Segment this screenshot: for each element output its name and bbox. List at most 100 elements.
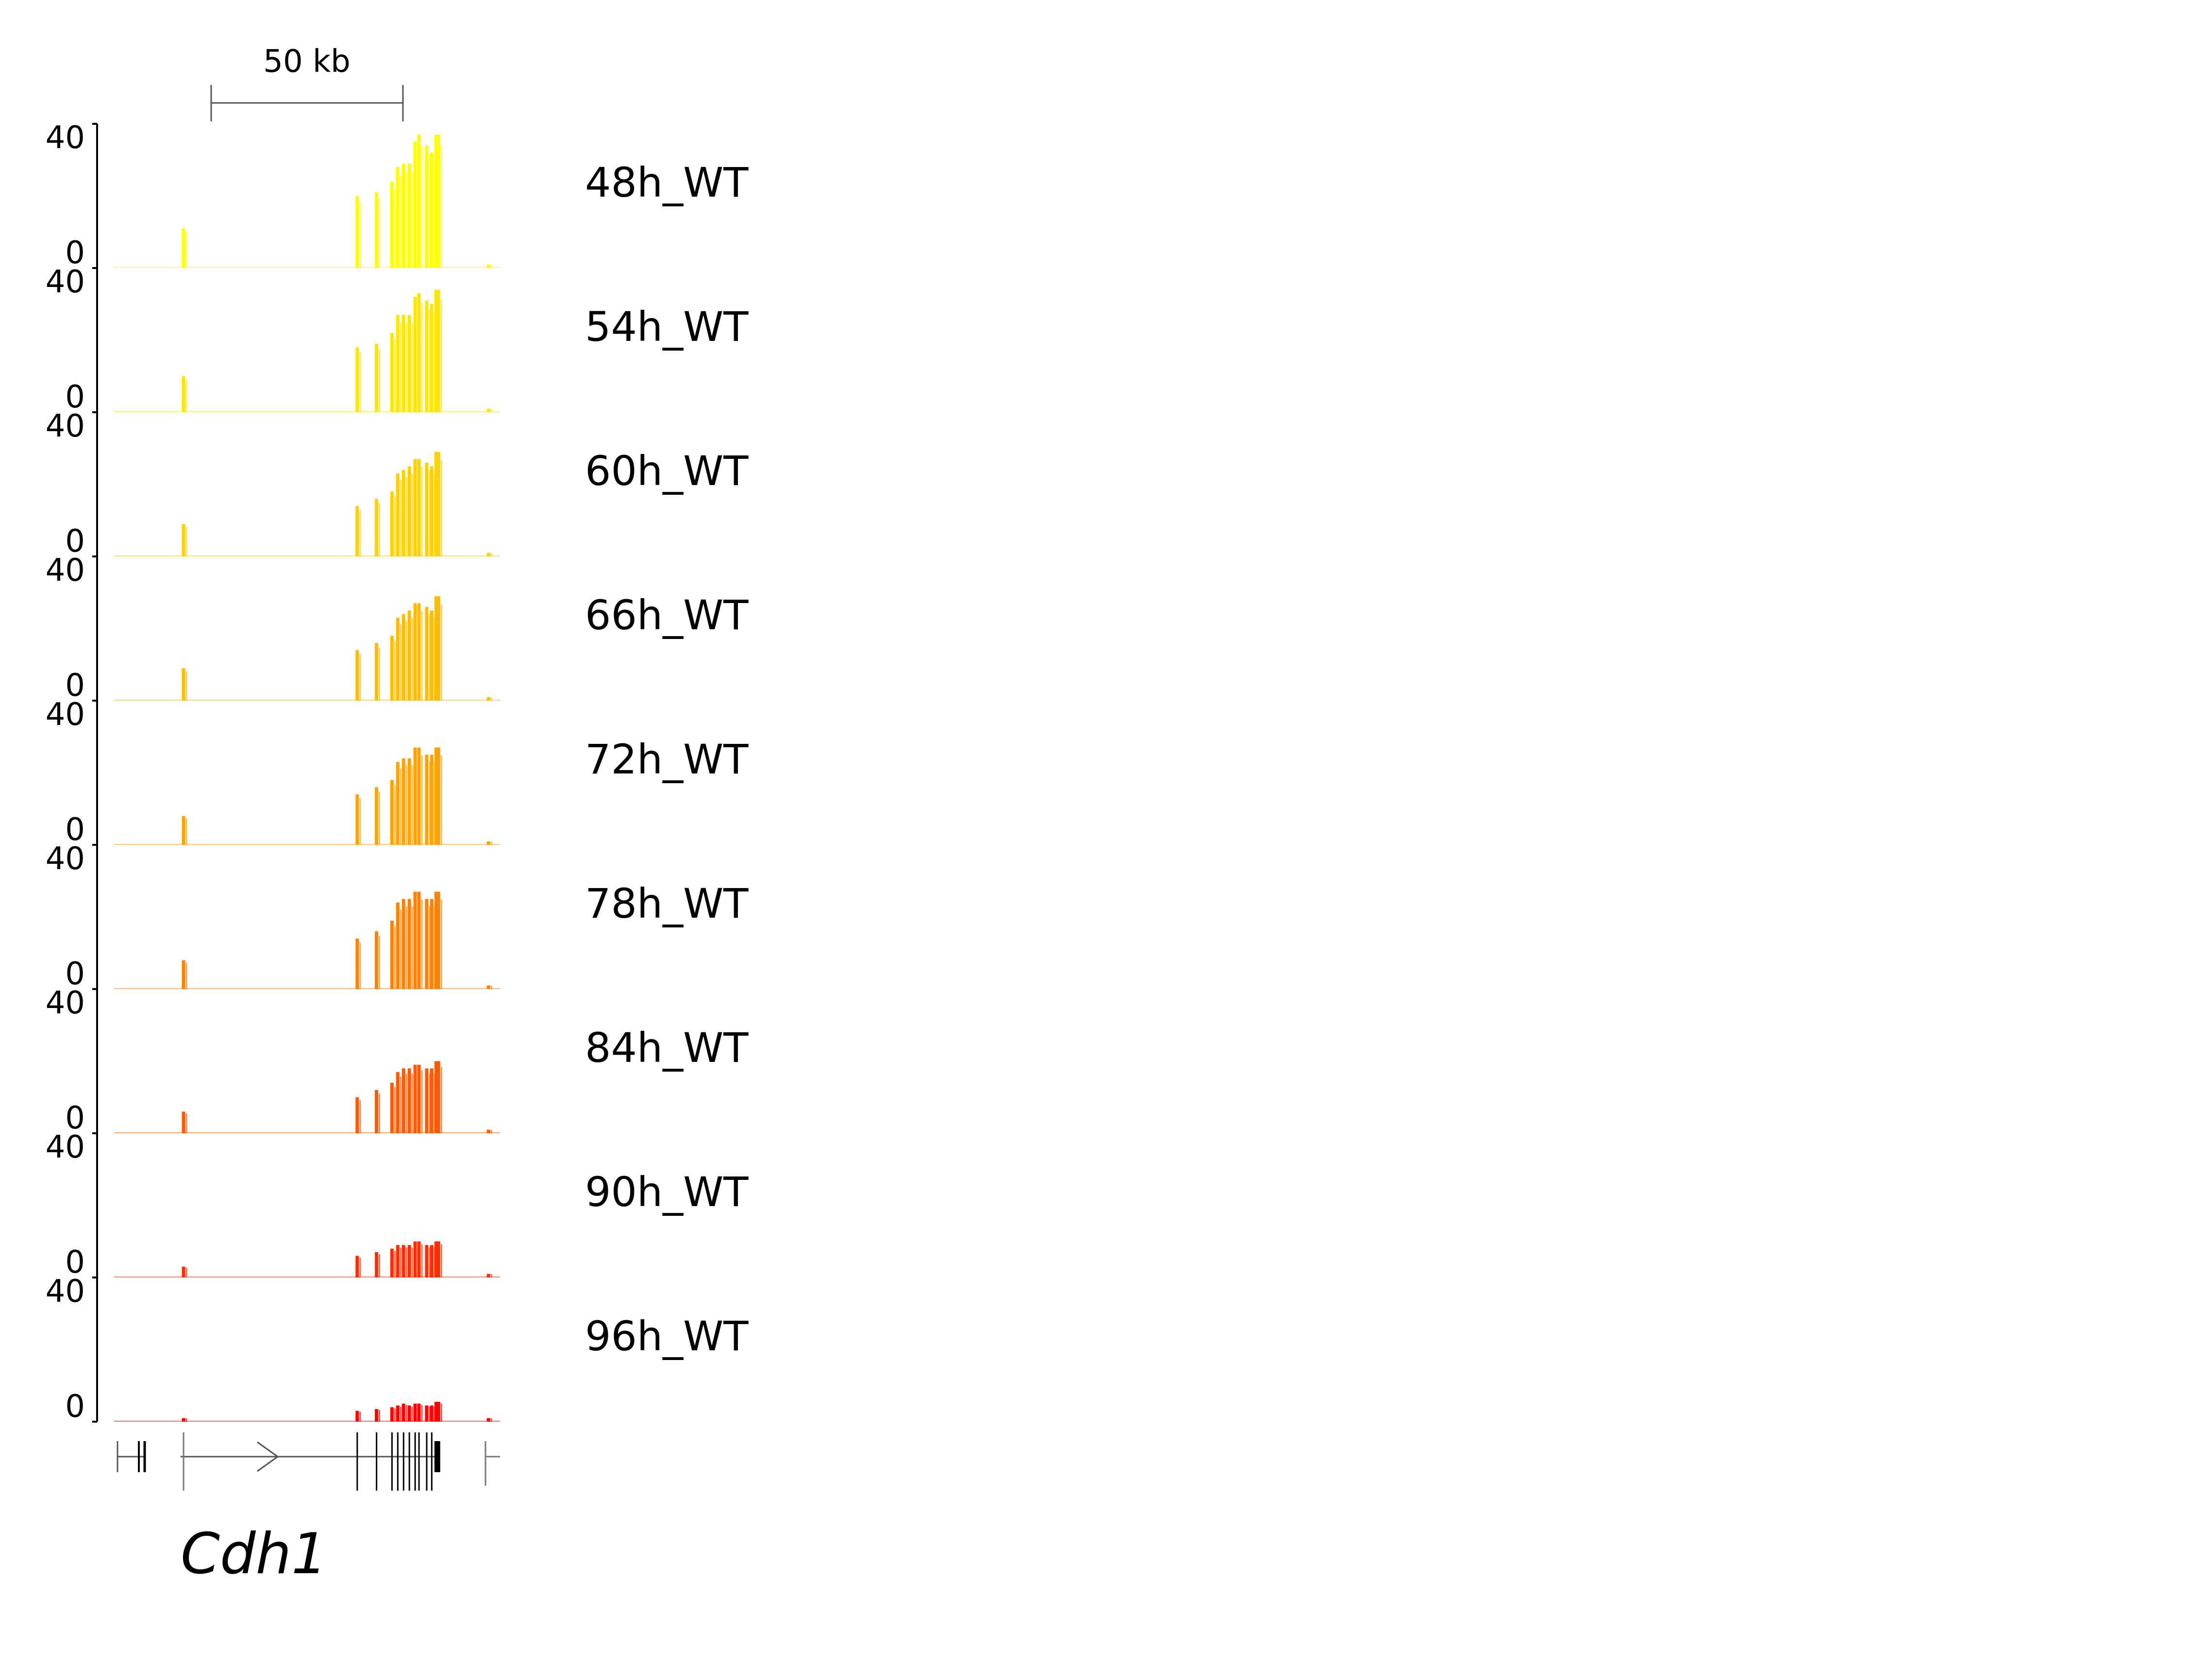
coverage-peak xyxy=(375,1409,379,1422)
coverage-peak-shoulder xyxy=(379,349,381,412)
coverage-peak xyxy=(430,1245,434,1277)
coverage-peak xyxy=(434,1402,440,1422)
coverage-peak-shoulder xyxy=(421,1405,423,1422)
coverage-peak-shoulder xyxy=(440,299,442,412)
coverage-peak-shoulder xyxy=(394,1087,396,1133)
coverage-peak xyxy=(396,167,400,268)
coverage-peak xyxy=(396,762,400,845)
coverage-peak-shoulder xyxy=(429,1074,431,1133)
coverage-peak-shoulder xyxy=(490,553,492,556)
coverage-peak xyxy=(417,603,421,701)
coverage-peak-shoulder xyxy=(490,841,492,845)
track-label-54h_WT: 54h_WT xyxy=(585,303,749,351)
coverage-peak xyxy=(430,1405,434,1422)
coverage-peak-shoulder xyxy=(405,906,407,989)
track-ytick-min: 0 xyxy=(65,812,85,848)
track-label-60h_WT: 60h_WT xyxy=(585,447,749,495)
coverage-peak-shoulder xyxy=(411,1407,413,1422)
coverage-peak xyxy=(486,841,490,845)
coverage-peak-shoulder xyxy=(429,1407,431,1422)
coverage-peak xyxy=(486,1129,490,1133)
coverage-peak-shoulder xyxy=(359,798,361,845)
coverage-peak-shoulder xyxy=(359,202,361,268)
coverage-peak xyxy=(417,1241,421,1277)
scale-bar-label: 50 kb xyxy=(263,44,350,80)
track-label-84h_WT: 84h_WT xyxy=(585,1024,749,1072)
coverage-peak xyxy=(375,1252,379,1277)
track-ytick-min: 0 xyxy=(65,379,85,415)
coverage-peak-shoulder xyxy=(429,614,431,701)
track-72h_WT: 40 0 72h_WT xyxy=(46,697,749,848)
coverage-peak xyxy=(375,192,379,268)
coverage-peak-shoulder xyxy=(185,231,187,268)
coverage-peak xyxy=(401,1403,405,1422)
coverage-peak xyxy=(375,1090,379,1133)
coverage-peak xyxy=(434,289,440,412)
coverage-peak xyxy=(375,931,379,989)
coverage-peak-shoulder xyxy=(359,942,361,989)
coverage-peak xyxy=(390,920,394,989)
coverage-peak xyxy=(413,1403,417,1422)
coverage-peak xyxy=(486,408,490,412)
coverage-peak-shoulder xyxy=(421,467,423,556)
coverage-peak xyxy=(413,891,417,989)
coverage-peak-shoulder xyxy=(411,906,413,989)
coverage-peak xyxy=(434,1061,440,1133)
track-label-78h_WT: 78h_WT xyxy=(585,880,749,927)
coverage-peak xyxy=(390,1407,394,1422)
coverage-peak-shoulder xyxy=(400,909,401,989)
track-ytick-max: 40 xyxy=(46,553,85,588)
track-ytick-min: 0 xyxy=(65,1100,85,1136)
coverage-peak xyxy=(407,1245,411,1277)
coverage-peak-shoulder xyxy=(379,1410,381,1422)
coverage-peak-shoulder xyxy=(394,1251,396,1277)
coverage-peak-shoulder xyxy=(490,1274,492,1277)
coverage-peak-shoulder xyxy=(185,526,187,556)
coverage-peak-shoulder xyxy=(400,175,401,268)
track-78h_WT: 40 0 78h_WT xyxy=(46,841,749,992)
coverage-peak-shoulder xyxy=(440,1244,442,1277)
coverage-peak-shoulder xyxy=(411,1247,413,1277)
gene-exons xyxy=(183,1432,440,1491)
coverage-peak-shoulder xyxy=(411,322,413,412)
coverage-peak xyxy=(425,755,429,845)
coverage-peak xyxy=(425,1068,429,1133)
scale-bar: 50 kb xyxy=(210,44,404,121)
coverage-peak xyxy=(355,1411,359,1422)
coverage-peak-shoulder xyxy=(429,309,431,412)
coverage-peak xyxy=(425,1245,429,1277)
coverage-peak-shoulder xyxy=(440,604,442,701)
strand-arrow xyxy=(257,1441,279,1472)
coverage-peak xyxy=(390,1083,394,1133)
coverage-peak-shoulder xyxy=(490,1130,492,1133)
track-48h_WT: 40 0 48h_WT xyxy=(46,120,749,271)
coverage-peak xyxy=(396,1072,400,1133)
track-ytick-max: 40 xyxy=(46,985,85,1021)
coverage-peak-shoulder xyxy=(379,647,381,701)
coverage-peak xyxy=(390,333,394,412)
coverage-peak-shoulder xyxy=(359,1258,361,1277)
coverage-peak xyxy=(407,1068,411,1133)
coverage-peak xyxy=(355,347,359,412)
coverage-peak-shoulder xyxy=(185,1267,187,1277)
coverage-peak-shoulder xyxy=(359,654,361,701)
track-ytick-max: 40 xyxy=(46,697,85,733)
coverage-peak xyxy=(182,524,185,556)
track-label-72h_WT: 72h_WT xyxy=(585,736,749,783)
coverage-peak xyxy=(401,315,405,412)
coverage-peak xyxy=(417,1403,421,1422)
coverage-peak-shoulder xyxy=(490,265,492,268)
coverage-peak xyxy=(396,473,400,556)
coverage-peak-shoulder xyxy=(379,198,381,268)
coverage-peak xyxy=(396,902,400,989)
track-84h_WT: 40 0 84h_WT xyxy=(46,985,749,1136)
coverage-peak xyxy=(417,891,421,989)
coverage-peak-shoulder xyxy=(405,765,407,845)
coverage-peak xyxy=(425,899,429,989)
track-ytick-min: 0 xyxy=(65,668,85,704)
coverage-peak xyxy=(413,297,417,412)
coverage-peak-shoulder xyxy=(400,1407,401,1422)
coverage-peak-shoulder xyxy=(394,1408,396,1422)
coverage-peak-shoulder xyxy=(394,785,396,845)
coverage-peak xyxy=(434,134,440,268)
